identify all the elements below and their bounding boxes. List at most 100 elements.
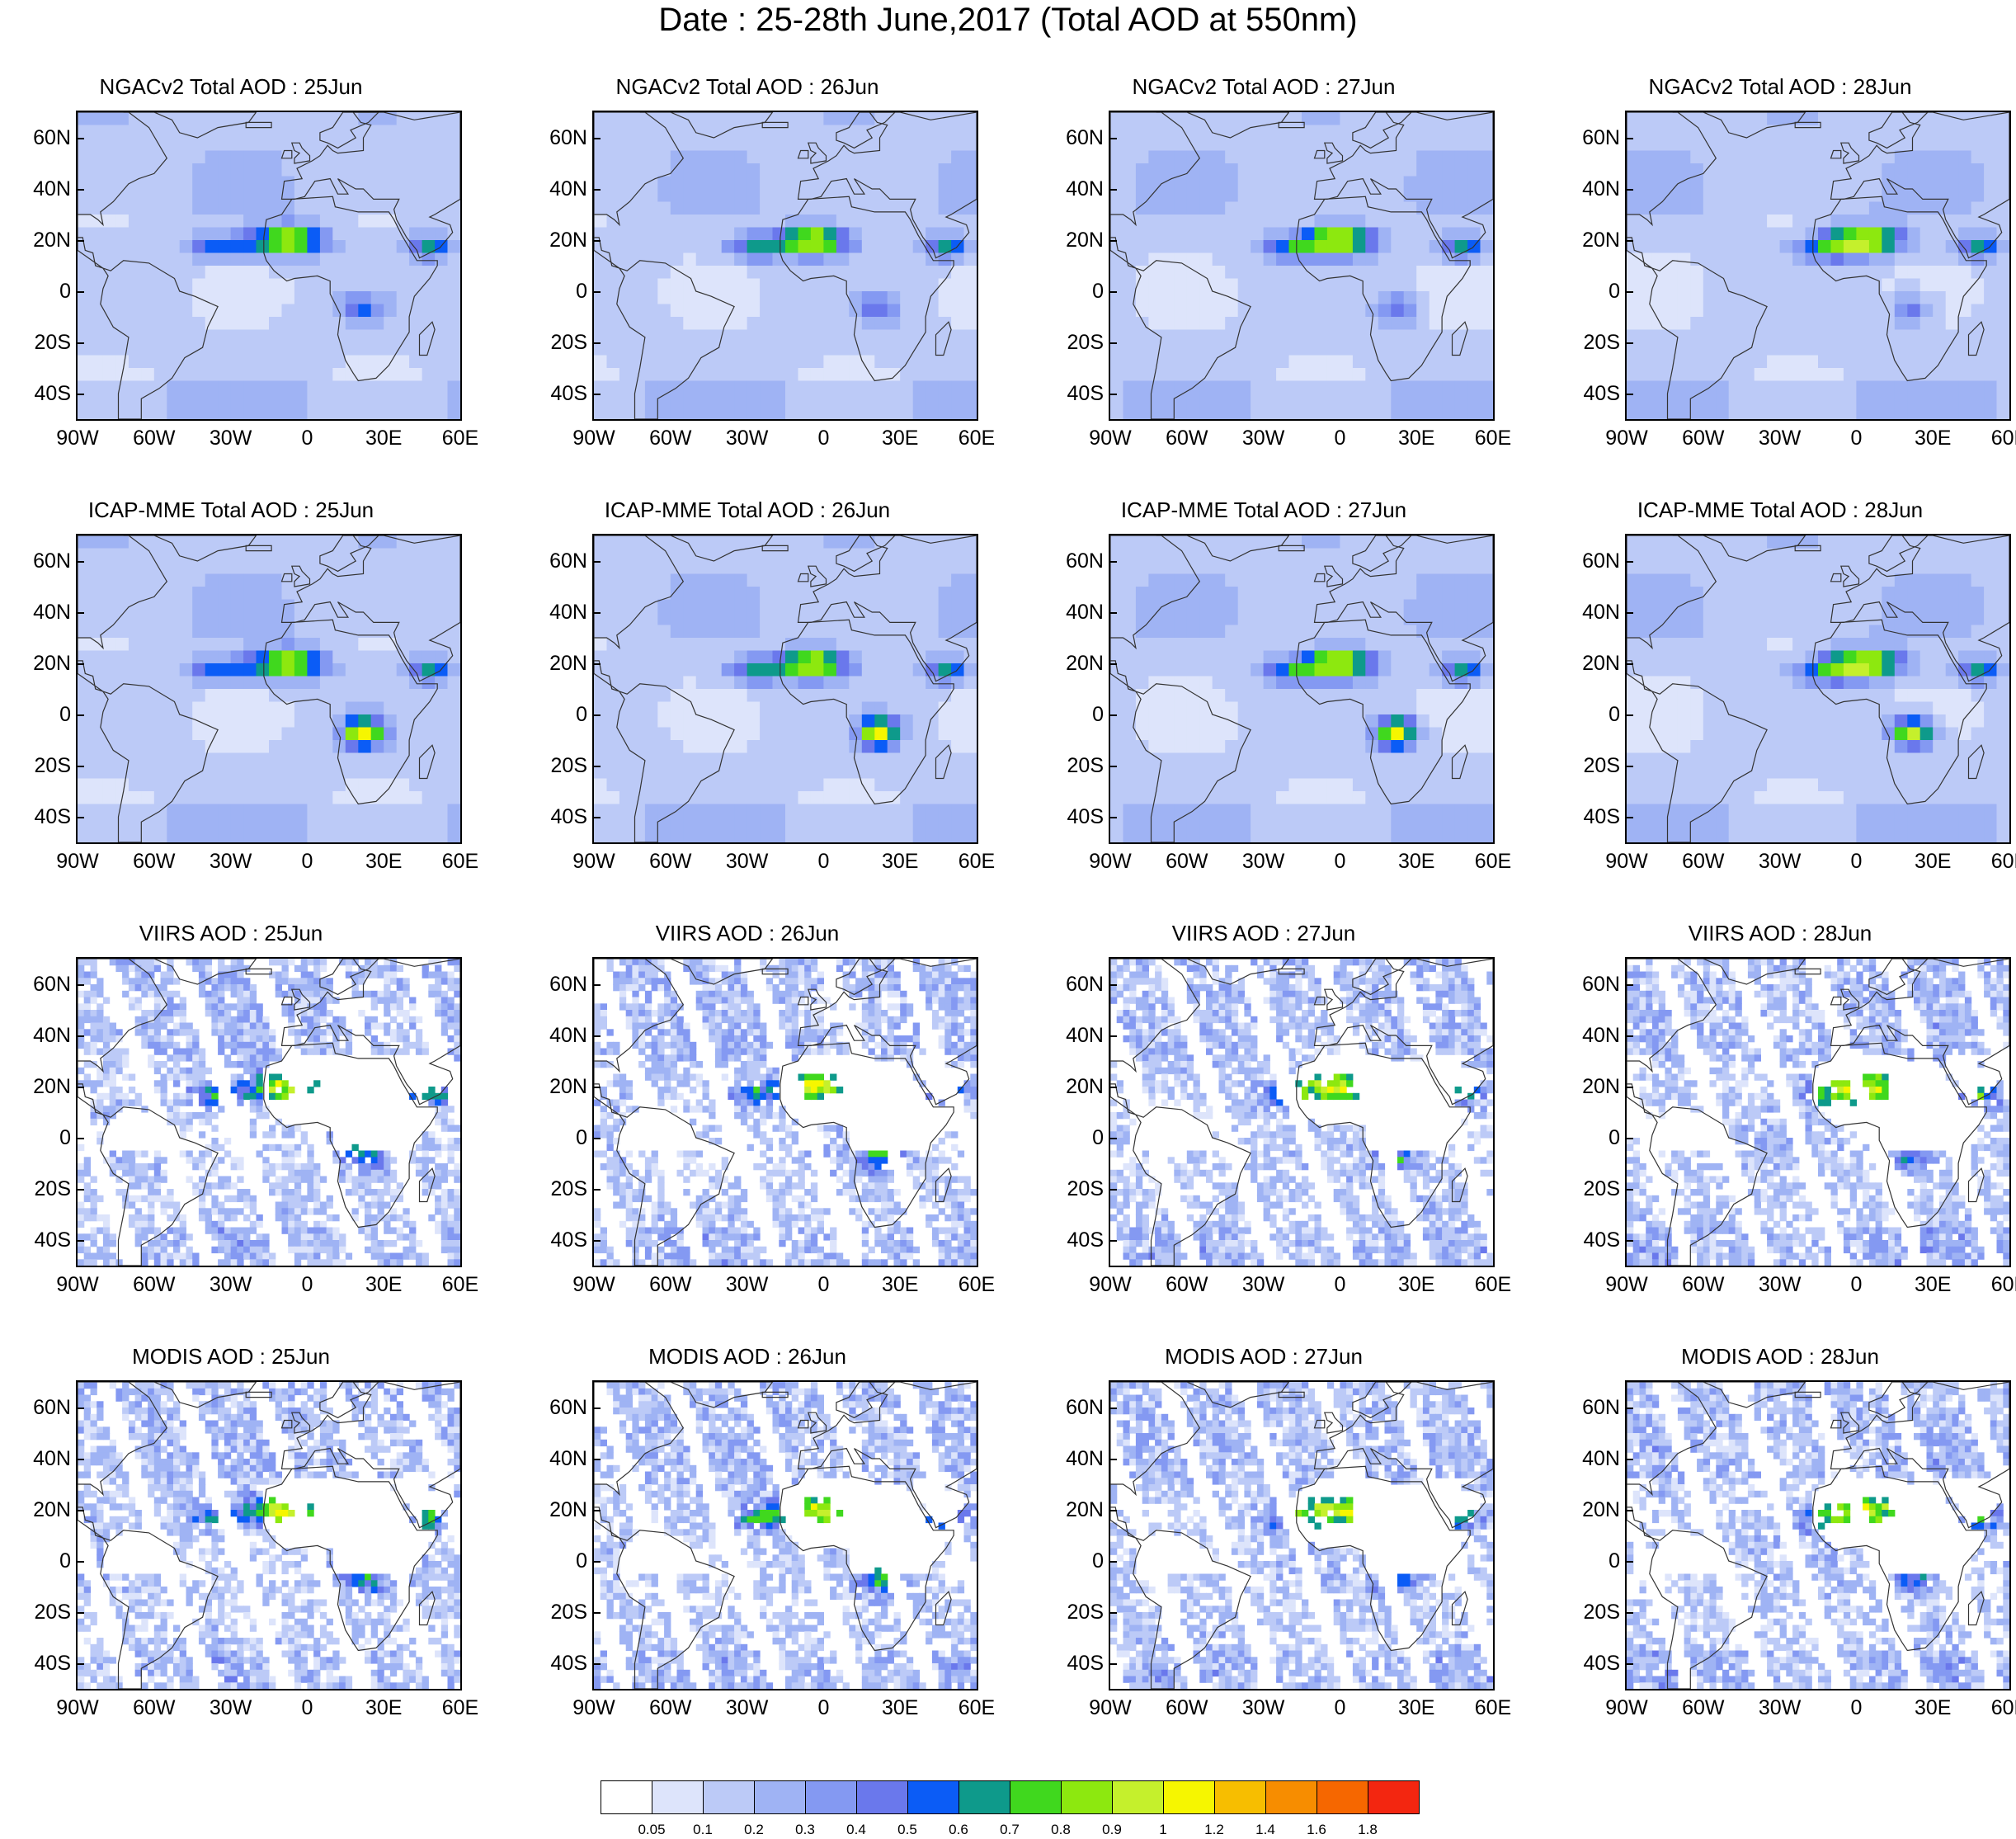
aod-cell	[709, 817, 723, 831]
aod-cell	[1199, 150, 1213, 164]
aod-cell	[409, 701, 423, 715]
aod-cell	[422, 368, 436, 382]
aod-cell	[269, 548, 283, 562]
aod-cell	[1403, 176, 1417, 190]
aod-cell	[594, 112, 608, 126]
aod-cell	[951, 599, 965, 613]
aod-cell	[887, 817, 901, 831]
aod-cell	[734, 266, 748, 280]
aod-cell	[1288, 548, 1302, 562]
aod-cell	[1314, 112, 1328, 126]
aod-cell	[1212, 676, 1226, 690]
aod-cell	[218, 368, 232, 382]
aod-cell	[358, 740, 372, 754]
aod-cell	[1365, 701, 1379, 715]
aod-cell	[167, 612, 181, 626]
aod-cell	[230, 599, 244, 613]
aod-cell	[1651, 240, 1665, 254]
aod-cell	[422, 650, 436, 664]
aod-cell	[798, 714, 812, 729]
aod-cell	[1818, 329, 1832, 343]
aod-cell	[810, 701, 824, 715]
aod-map	[1110, 112, 1493, 419]
aod-cell	[1805, 125, 1819, 139]
aod-cell	[1868, 176, 1882, 190]
aod-cell	[1199, 329, 1213, 343]
aod-cell	[1716, 394, 1730, 408]
aod-cell	[1480, 625, 1493, 639]
aod-cell	[1843, 317, 1857, 331]
aod-cell	[1958, 317, 1972, 331]
aod-cell	[1805, 215, 1819, 229]
aod-cell	[218, 740, 232, 754]
aod-cell	[1454, 125, 1468, 139]
aod-cell	[760, 638, 774, 652]
aod-cell	[90, 587, 104, 601]
aod-cell	[1110, 163, 1124, 177]
aod-cell	[1868, 163, 1882, 177]
aod-cell	[102, 189, 116, 203]
aod-cell	[281, 535, 295, 549]
aod-cell	[1135, 227, 1149, 241]
aod-cell	[1352, 650, 1366, 664]
aod-cell	[1830, 406, 1844, 419]
aod-cell	[1403, 112, 1417, 126]
aod-cell	[1174, 329, 1188, 343]
aod-cell	[78, 380, 92, 394]
aod-cell	[243, 766, 257, 780]
aod-cell	[1314, 317, 1328, 331]
x-tick-label: 30W	[725, 427, 769, 450]
aod-cell	[1148, 587, 1162, 601]
aod-cell	[384, 752, 398, 766]
aod-cell	[1276, 380, 1290, 394]
aod-cell	[657, 176, 671, 190]
aod-cell	[670, 638, 684, 652]
aod-cell	[167, 625, 181, 639]
aod-cell	[1818, 189, 1832, 203]
aod-cell	[332, 368, 346, 382]
aod-cell	[1971, 240, 1985, 254]
aod-cell	[1442, 689, 1456, 703]
aod-cell	[332, 138, 346, 152]
x-tick-label: 30W	[209, 427, 252, 450]
aod-cell	[1251, 240, 1265, 254]
aod-cell	[1416, 329, 1430, 343]
aod-cell	[281, 599, 295, 613]
aod-cell	[1352, 638, 1366, 652]
aod-cell	[1403, 650, 1417, 664]
aod-cell	[683, 740, 697, 754]
aod-cell	[887, 252, 901, 266]
aod-cell	[1263, 714, 1277, 729]
aod-cell	[951, 317, 965, 331]
aod-cell	[90, 189, 104, 203]
y-tick-label: 40S	[34, 382, 71, 405]
aod-cell	[1199, 112, 1213, 126]
aod-cell	[1958, 291, 1972, 305]
aod-cell	[594, 380, 608, 394]
aod-cell	[370, 163, 384, 177]
aod-cell	[1148, 252, 1162, 266]
aod-cell	[345, 587, 359, 601]
aod-cell	[1454, 368, 1468, 382]
aod-cell	[192, 791, 206, 805]
aod-map	[78, 112, 460, 419]
aod-cell	[1123, 406, 1137, 419]
aod-cell	[683, 291, 697, 305]
aod-cell	[167, 189, 181, 203]
aod-cell	[683, 817, 697, 831]
aod-cell	[422, 701, 436, 715]
aod-cell	[1728, 138, 1742, 152]
aod-cell	[1378, 663, 1392, 677]
aod-cell	[384, 573, 398, 587]
coastline-iceland	[245, 121, 272, 129]
x-tick-label: 0	[1850, 427, 1863, 450]
aod-cell	[1971, 380, 1985, 394]
aod-cell	[256, 740, 270, 754]
aod-cell	[1352, 406, 1366, 419]
aod-cell	[747, 625, 761, 639]
aod-cell	[358, 548, 372, 562]
aod-cell	[1843, 112, 1857, 126]
aod-cell	[632, 227, 646, 241]
aod-cell	[409, 394, 423, 408]
aod-cell	[435, 561, 449, 575]
